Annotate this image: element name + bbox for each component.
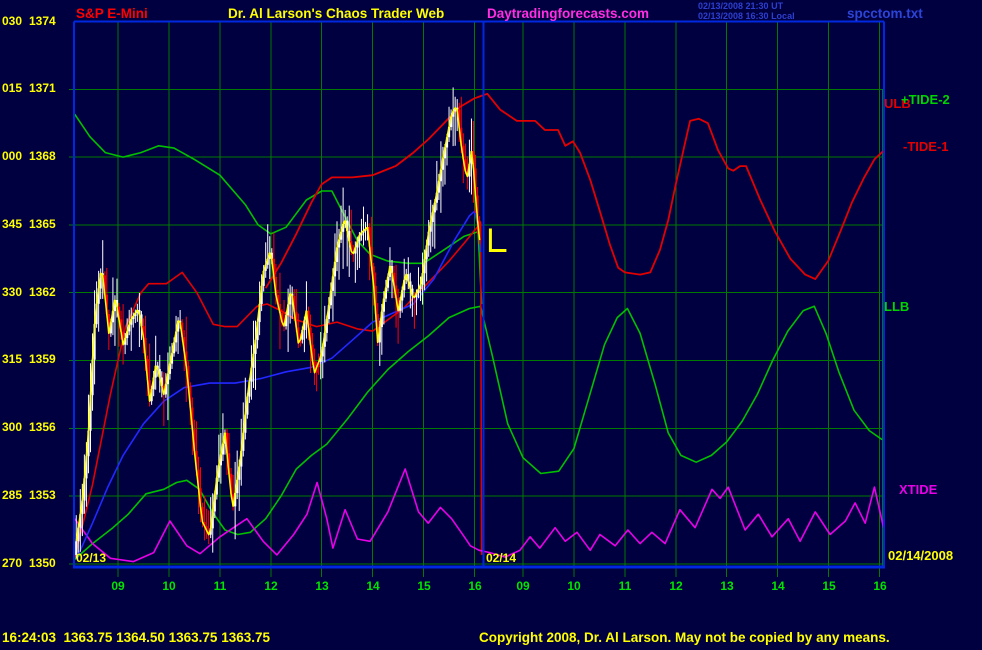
degree-label: 315 (2, 352, 23, 366)
right-date-label: 02/14/2008 (888, 548, 954, 563)
hour-label-0214-15: 15 (822, 579, 836, 593)
hour-label-0214-12: 12 (669, 579, 683, 593)
y-axis-row-1362: 330 1362 (2, 285, 56, 299)
xtide-label: XTIDE (899, 482, 938, 497)
price-label: 1368 (29, 149, 56, 163)
hour-label-0213-15: 15 (417, 579, 431, 593)
y-axis-row-1359: 315 1359 (2, 352, 56, 366)
price-label: 1356 (29, 420, 56, 434)
tide2-label: +TIDE-2 (901, 92, 950, 107)
timestamp-local: 02/13/2008 16:30 Local (698, 11, 795, 21)
hour-label-0213-16: 16 (468, 579, 482, 593)
hour-label-0214-11: 11 (618, 579, 632, 593)
price-label: 1353 (29, 488, 56, 502)
copyright-notice: Copyright 2008, Dr. Al Larson. May not b… (479, 630, 890, 645)
last-quote-readout: 16:24:03 1363.75 1364.50 1363.75 1363.75 (2, 630, 270, 645)
timestamp-block: 02/13/2008 21:30 UT 02/13/2008 16:30 Loca… (698, 1, 795, 21)
degree-label: 345 (2, 217, 23, 231)
degree-label: 330 (2, 285, 23, 299)
y-axis-row-1353: 285 1353 (2, 488, 56, 502)
degree-label: 300 (2, 420, 23, 434)
price-label: 1374 (29, 14, 56, 28)
hour-label-0214-16: 16 (873, 579, 887, 593)
tide1-label: -TIDE-1 (903, 139, 949, 154)
data-file-link[interactable]: spcctom.txt (847, 6, 923, 21)
hour-label-0214-09: 09 (516, 579, 530, 593)
degree-label: 015 (2, 81, 23, 95)
day2-date-label: 02/14 (486, 551, 517, 565)
degree-label: 270 (2, 556, 23, 570)
price-label: 1359 (29, 352, 56, 366)
hour-label-0213-09: 09 (111, 579, 125, 593)
llb-label: LLB (884, 299, 910, 314)
price-label: 1350 (29, 556, 56, 570)
price-label: 1371 (29, 81, 56, 95)
timestamp-ut: 02/13/2008 21:30 UT (698, 1, 784, 11)
degree-label: 285 (2, 488, 23, 502)
hour-label-0213-11: 11 (213, 579, 227, 593)
ulb-label: ULB (884, 96, 911, 111)
y-axis-row-1356: 300 1356 (2, 420, 56, 434)
price-label: 1362 (29, 285, 56, 299)
y-axis-row-1374: 030 1374 (2, 14, 56, 28)
hour-label-0213-10: 10 (162, 579, 176, 593)
price-label: 1365 (29, 217, 56, 231)
l-entry-marker (488, 228, 507, 252)
symbol-label: S&P E-Mini (76, 6, 148, 21)
site-link[interactable]: Daytradingforecasts.com (487, 6, 650, 21)
hour-label-0214-13: 13 (720, 579, 734, 593)
y-axis-row-1368: 000 1368 (2, 149, 56, 163)
hour-label-0213-12: 12 (264, 579, 278, 593)
y-axis-row-1371: 015 1371 (2, 81, 56, 95)
page-title: Dr. Al Larson's Chaos Trader Web (228, 6, 445, 21)
hour-label-0213-13: 13 (315, 579, 329, 593)
degree-label: 030 (2, 14, 23, 28)
hour-label-0214-14: 14 (771, 579, 785, 593)
y-axis-row-1365: 345 1365 (2, 217, 56, 231)
hour-label-0213-14: 14 (366, 579, 380, 593)
hour-label-0214-10: 10 (567, 579, 581, 593)
degree-label: 000 (2, 149, 23, 163)
y-axis-row-1350: 270 1350 (2, 556, 56, 570)
day1-date-label: 02/13 (76, 551, 107, 565)
